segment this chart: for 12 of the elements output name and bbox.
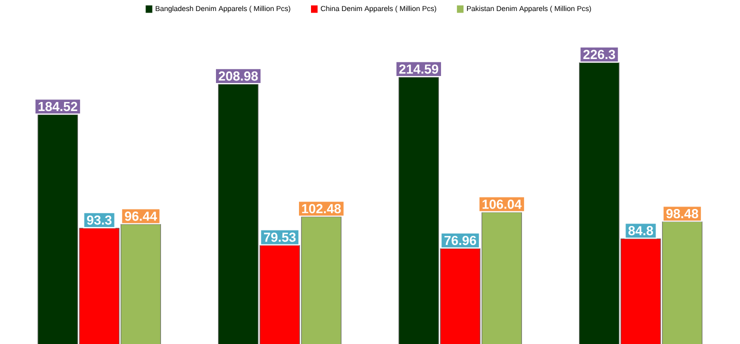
data-label: 98.48 <box>666 208 698 218</box>
data-label: 214.59 <box>399 64 438 74</box>
data-label: 96.44 <box>124 211 158 221</box>
data-label: 84.8 <box>628 226 654 236</box>
data-label: 106.04 <box>482 199 522 209</box>
data-label: 93.3 <box>87 215 112 225</box>
data-label: 184.52 <box>38 102 78 111</box>
data-label: 102.48 <box>302 204 341 214</box>
data-label: 226.3 <box>583 50 616 59</box>
data-label: 76.96 <box>444 236 476 245</box>
data-label: 208.98 <box>218 71 258 81</box>
data-label: 79.53 <box>264 232 296 242</box>
